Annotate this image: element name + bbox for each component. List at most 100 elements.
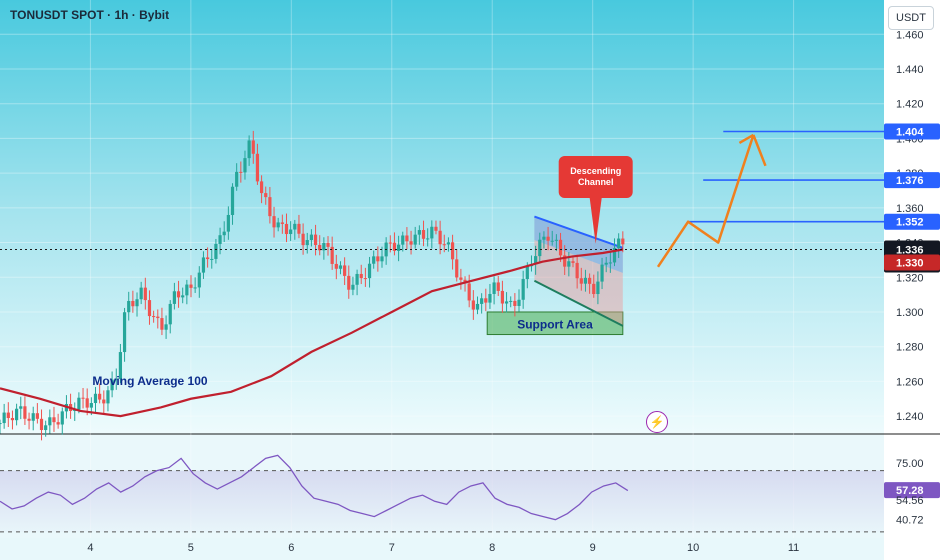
candle-body — [102, 399, 106, 404]
currency-button[interactable]: USDT — [888, 6, 934, 30]
price-pane-bg — [0, 0, 884, 433]
candle-body — [210, 258, 214, 260]
candle-body — [222, 231, 226, 236]
candle-body — [567, 261, 571, 267]
candle-body — [272, 216, 276, 228]
candle-body — [259, 181, 264, 194]
candle-body — [131, 300, 135, 307]
rsi-tick-label: 75.00 — [896, 458, 924, 470]
rsi-band — [0, 470, 884, 532]
candle-body — [525, 266, 529, 280]
projection-arrow-head — [752, 134, 767, 167]
candle-body — [318, 245, 322, 251]
level-badge: 1.404 — [896, 126, 924, 138]
candle-body — [450, 242, 455, 260]
candle-body — [127, 300, 131, 313]
candle-body — [409, 241, 413, 245]
candle-body — [301, 233, 305, 246]
moving-average-label: Moving Average 100 — [92, 374, 207, 388]
candle-body — [309, 234, 314, 241]
candle-body — [534, 256, 538, 265]
projection-arrow-head — [738, 133, 755, 145]
candle-body — [247, 140, 251, 159]
candle-body — [89, 403, 93, 408]
candle-body — [135, 299, 139, 307]
candle-body — [546, 236, 550, 241]
candle-body — [176, 291, 181, 298]
price-tick-label: 1.440 — [896, 64, 924, 76]
candle-body — [168, 303, 172, 325]
candle-body — [27, 418, 31, 421]
candle-body — [434, 226, 438, 231]
candle-body — [201, 257, 206, 273]
candle-body — [289, 229, 293, 235]
candle-body — [421, 230, 426, 239]
candle-body — [521, 279, 525, 300]
time-tick-label: 6 — [288, 542, 294, 554]
time-tick-label: 4 — [87, 542, 93, 554]
candle-body — [197, 272, 201, 288]
price-tick-label: 1.320 — [896, 272, 924, 284]
candle-body — [114, 378, 118, 380]
candle-body — [122, 312, 127, 353]
candle-body — [359, 273, 363, 279]
candle-body — [376, 256, 380, 262]
candle-body — [538, 239, 542, 257]
candle-body — [496, 282, 500, 291]
rsi-value-badge-bg — [884, 482, 940, 499]
candle-body — [160, 318, 164, 330]
candle-body — [392, 242, 397, 251]
candle-body — [98, 393, 102, 400]
candle-body — [558, 239, 563, 256]
candle-body — [230, 186, 235, 215]
candle-body — [604, 262, 608, 265]
candle-body — [438, 230, 442, 245]
candle-body — [77, 397, 81, 410]
level-badge: 1.352 — [896, 217, 924, 229]
candle-body — [554, 239, 558, 241]
candle-body — [23, 406, 27, 419]
candle-body — [276, 222, 280, 228]
candle-body — [147, 300, 152, 317]
candle-body — [480, 298, 484, 304]
projection-path — [656, 134, 755, 268]
candle-body — [297, 223, 301, 234]
price-tick-label: 1.280 — [896, 342, 924, 354]
moving-average-line — [0, 248, 624, 418]
chart-marks: Support Area Moving Average 100 Descending… — [0, 130, 884, 533]
candle-body — [226, 214, 230, 232]
candle-body — [239, 171, 243, 173]
candle-body — [343, 265, 347, 276]
candle-body — [588, 277, 592, 284]
candle-body — [372, 256, 376, 264]
level-badge-bg — [884, 123, 940, 140]
support-area — [486, 311, 624, 336]
candle-body — [612, 248, 617, 263]
candle-body — [15, 408, 19, 421]
candle-body — [471, 300, 475, 310]
candle-body — [31, 413, 35, 421]
candle-body — [10, 418, 15, 421]
candle-body — [185, 284, 189, 296]
candle-body — [330, 246, 334, 264]
level-badge-bg — [884, 213, 940, 230]
channel-upper-fill — [534, 216, 623, 273]
rsi-tick-label: 40.72 — [896, 515, 924, 527]
candle-body — [388, 242, 392, 244]
chart-title: TONUSDT SPOT · 1h · Bybit — [10, 8, 170, 22]
candle-body — [218, 235, 222, 244]
time-tick-label: 10 — [687, 542, 699, 554]
candle-body — [484, 298, 488, 303]
candle-body — [563, 255, 567, 267]
prev-price-badge: 1.330 — [896, 258, 924, 270]
price-tick-label: 1.360 — [896, 203, 924, 215]
candle-body — [85, 398, 89, 408]
candle-body — [293, 223, 297, 230]
candle-body — [251, 140, 255, 154]
candle-body — [596, 281, 600, 295]
candle-body — [172, 291, 176, 304]
candle-body — [284, 223, 289, 235]
callout-text-line: Descending — [570, 166, 621, 176]
lightning-icon[interactable]: ⚡ — [646, 411, 668, 433]
